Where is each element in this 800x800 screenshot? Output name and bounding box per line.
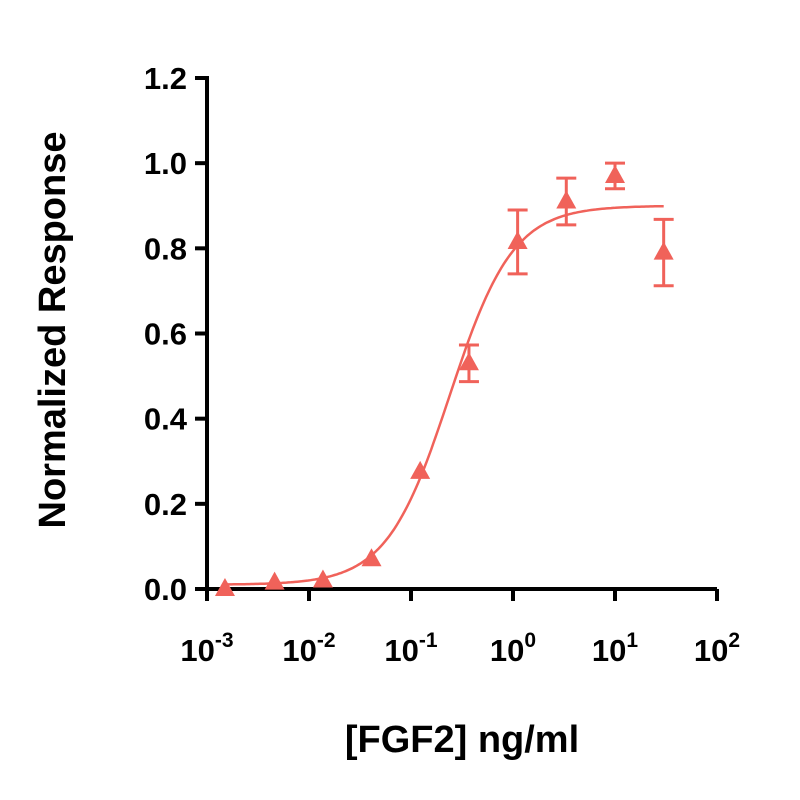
x-tick-label: 10-2	[282, 629, 335, 668]
y-tick-label: 0.4	[144, 402, 188, 437]
y-axis-label: Normalized Response	[32, 132, 74, 529]
data-point-triangle	[410, 460, 431, 479]
x-axis-label: [FGF2] ng/ml	[345, 719, 579, 761]
x-tick-label: 100	[490, 629, 536, 668]
data-point-triangle	[605, 164, 625, 183]
data-point-triangle	[214, 578, 235, 596]
data-point-triangle	[264, 571, 285, 590]
data-point-triangle	[653, 241, 674, 260]
x-tick-label: 101	[592, 629, 638, 668]
x-tick-label: 102	[694, 629, 740, 668]
y-tick-label: 1.2	[144, 61, 187, 96]
x-tick-label: 10-1	[384, 629, 437, 668]
fit-curve-group	[225, 204, 664, 586]
axes: 0.0 0.2 0.4 0.6 0.8 1.0 1.2 10-3 10-2 10-1 100 101 1…	[144, 61, 740, 668]
data-point-triangle	[556, 190, 577, 209]
fit-curve	[225, 204, 664, 586]
data-points	[214, 161, 674, 596]
y-tick-label: 0.2	[144, 487, 187, 522]
y-tick-label: 1.0	[144, 146, 187, 181]
y-tick-label: 0.0	[144, 572, 187, 607]
y-tick-label: 0.8	[144, 231, 187, 266]
x-tick-label: 10-3	[180, 629, 233, 668]
data-point-triangle	[458, 352, 479, 371]
data-point-triangle	[312, 569, 333, 588]
y-tick-label: 0.6	[144, 317, 187, 352]
data-point-triangle	[361, 548, 382, 567]
data-point-triangle	[507, 230, 528, 249]
